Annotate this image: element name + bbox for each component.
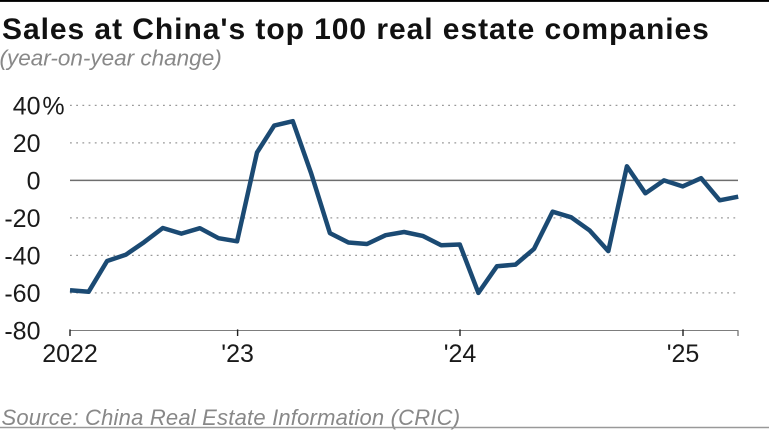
svg-text:%: % [42,92,64,120]
svg-text:-80: -80 [4,317,40,345]
svg-text:'25: '25 [667,340,700,368]
svg-text:'23: '23 [221,340,254,368]
svg-text:'24: '24 [444,340,477,368]
svg-text:0: 0 [27,167,41,195]
svg-text:-60: -60 [4,280,40,308]
svg-text:Sales at China's top 100 real: Sales at China's top 100 real estate com… [2,13,710,46]
svg-text:(year-on-year change): (year-on-year change) [0,46,222,71]
svg-text:2022: 2022 [42,340,98,368]
svg-text:Source: China Real Estate Info: Source: China Real Estate Information (C… [2,405,461,430]
svg-text:40: 40 [13,92,41,120]
svg-text:20: 20 [13,130,41,158]
svg-text:-20: -20 [4,205,40,233]
svg-text:-40: -40 [4,242,40,270]
